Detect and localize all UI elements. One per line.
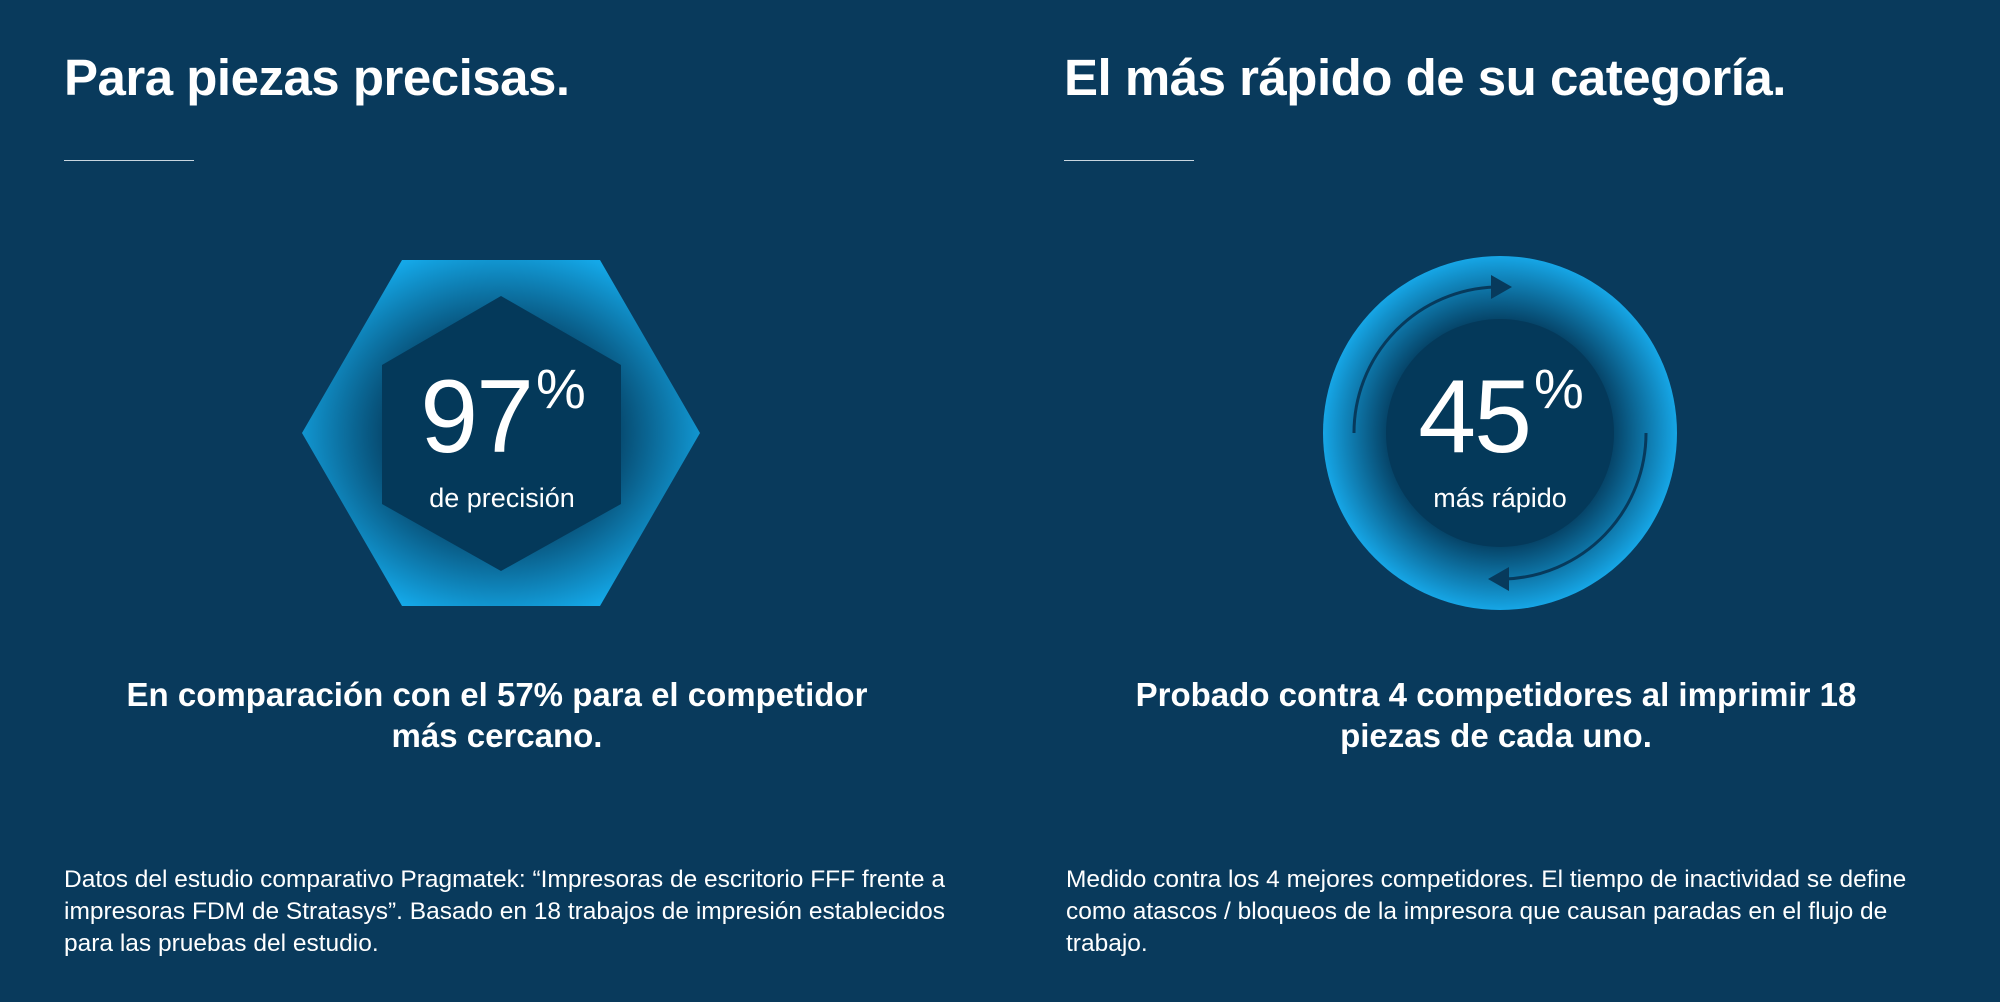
right-footnote: Medido contra los 4 mejores competidores… [1066, 866, 1907, 957]
speed-circle: 45% más rápido [1290, 255, 1710, 611]
speed-caption: más rápido [1433, 483, 1567, 513]
speed-stat: 45% [1290, 361, 1710, 470]
left-subheading: En comparación con el 57% para el compet… [126, 676, 868, 754]
right-title: El más rápido de su categoría. [1064, 49, 1786, 106]
cycle-arrows-icon [1323, 256, 1677, 610]
stat-value: 45 [1418, 359, 1532, 475]
stat-unit: % [535, 357, 586, 420]
right-divider [1064, 160, 1194, 161]
right-subheading: Probado contra 4 competidores al imprimi… [1135, 676, 1857, 754]
precision-stat: 97% [292, 361, 712, 470]
left-title: Para piezas precisas. [64, 49, 570, 106]
left-footnote: Datos del estudio comparativo Pragmatek:… [64, 866, 946, 957]
hexagon-icon [302, 260, 700, 606]
precision-caption: de precisión [429, 483, 575, 513]
left-divider [64, 160, 194, 161]
stat-value: 97 [420, 359, 534, 475]
stat-unit: % [1533, 357, 1584, 420]
precision-hexagon: 97% de precisión [292, 255, 712, 611]
